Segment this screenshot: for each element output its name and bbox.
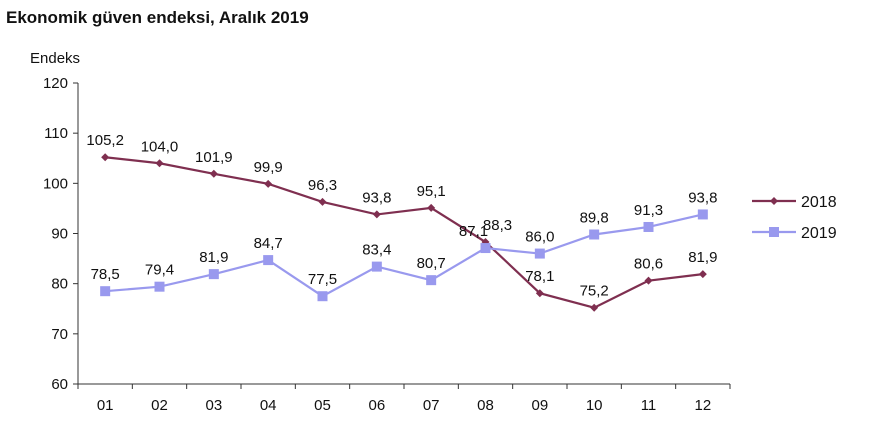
data-point [534,248,545,259]
data-label: 86,0 [525,229,554,246]
x-tick-label: 02 [151,397,168,414]
data-point [318,197,327,206]
data-point [698,270,707,279]
x-tick-label: 04 [260,397,277,414]
y-tick-label: 110 [44,125,68,142]
series-line-2019 [105,213,704,298]
data-label: 96,3 [308,177,337,194]
data-label: 80,6 [634,256,663,273]
data-point [372,210,381,219]
data-point [644,276,653,285]
x-tick-label: 05 [314,397,331,414]
x-tick-label: 03 [205,397,222,414]
data-point [317,291,328,302]
data-point [101,153,110,162]
data-label: 95,1 [417,183,446,200]
x-tick-label: 12 [694,397,711,414]
data-label: 83,4 [362,242,391,259]
data-label: 78,5 [91,266,120,283]
y-tick-label: 70 [51,326,68,343]
y-tick-label: 90 [51,226,68,243]
data-label: 78,1 [525,268,554,285]
x-tick-label: 10 [586,397,603,414]
data-label: 84,7 [254,235,283,252]
data-label: 80,7 [417,255,446,272]
legend-label: 2019 [801,225,837,242]
data-point [371,261,382,272]
data-point [697,209,708,220]
chart-title: Ekonomik güven endeksi, Aralık 2019 [6,8,309,27]
legend-label: 2018 [801,194,837,211]
data-label: 77,5 [308,271,337,288]
data-label: 81,9 [199,249,228,266]
legend-marker [769,227,779,237]
data-label: 101,9 [195,149,233,166]
x-tick-label: 11 [641,397,657,414]
data-point [589,229,600,240]
data-label: 91,3 [634,202,663,219]
data-point [263,255,274,266]
data-label: 81,9 [688,249,717,266]
data-label: 105,2 [86,132,124,149]
data-point [427,203,436,212]
data-point [643,221,654,232]
data-point [590,303,599,312]
y-tick-label: 120 [43,75,68,92]
legend-marker [770,197,778,205]
data-label: 87,1 [459,223,488,240]
data-label: 93,8 [688,189,717,206]
data-point [264,179,273,188]
series-line-2018 [105,156,703,309]
y-tick-label: 60 [51,376,68,393]
data-label: 79,4 [145,262,174,279]
y-tick-label: 80 [51,276,68,293]
data-label: 75,2 [580,283,609,300]
data-label: 88,3 [483,217,512,234]
y-tick-label: 100 [43,175,68,192]
data-label: 104,0 [141,138,179,155]
data-point [426,275,437,286]
x-tick-label: 06 [368,397,385,414]
data-point [100,286,111,297]
data-label: 99,9 [254,159,283,176]
data-point [480,243,491,254]
data-point [155,159,164,168]
y-axis-label: Endeks [30,50,80,67]
data-point [208,269,219,280]
data-label: 89,8 [580,210,609,227]
x-tick-label: 08 [477,397,494,414]
data-point [154,281,165,292]
x-tick-label: 07 [423,397,440,414]
data-point [535,289,544,298]
x-tick-label: 09 [531,397,548,414]
data-point [209,169,218,178]
data-label: 93,8 [362,189,391,206]
x-tick-label: 01 [97,397,114,414]
